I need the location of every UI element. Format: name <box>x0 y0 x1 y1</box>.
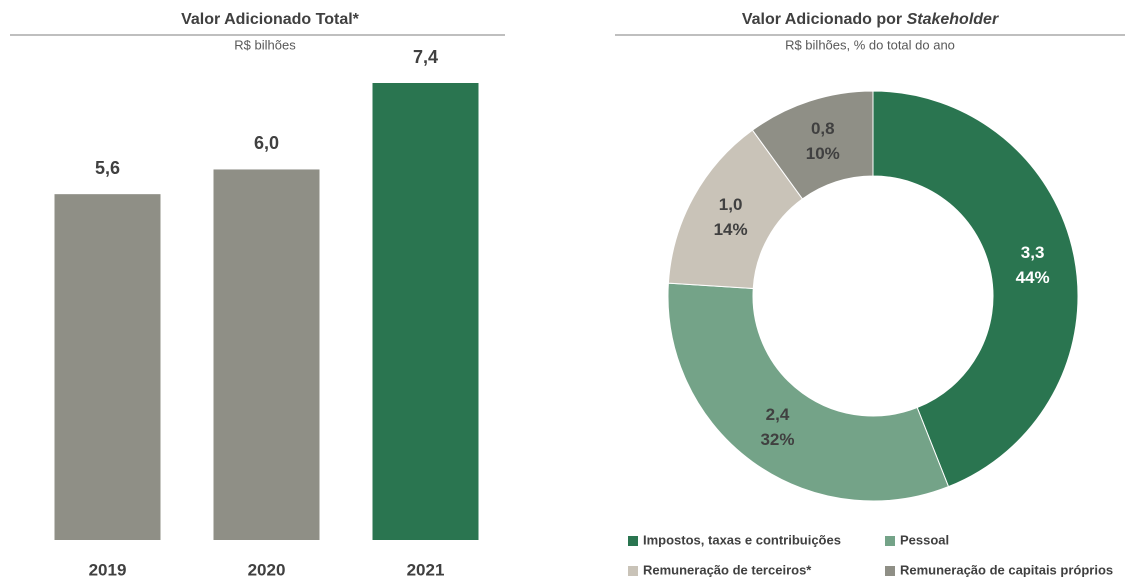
pie-title-part: Stakeholder <box>907 11 999 28</box>
slice <box>751 90 874 200</box>
percent-label: 14% <box>714 220 748 239</box>
pie-subtitle: R$ bilhões, % do total do ano <box>785 37 955 52</box>
amount-label: 0,8 <box>811 119 835 138</box>
percent-label: 10% <box>806 144 840 163</box>
amount-label: 2,4 <box>766 405 790 424</box>
percent-label: 44% <box>1016 268 1050 287</box>
legend-label: Impostos, taxas e contribuições <box>643 532 841 547</box>
legend-label: Remuneração de terceiros* <box>643 562 812 577</box>
slice <box>667 282 950 502</box>
bar <box>372 83 479 540</box>
slice <box>872 90 1079 488</box>
legend-label: Pessoal <box>900 532 949 547</box>
legend-swatch <box>885 536 895 546</box>
pie-title: Valor Adicionado por Stakeholder <box>742 11 999 28</box>
bar-title: Valor Adicionado Total* <box>181 11 360 28</box>
percent-label: 32% <box>760 430 794 449</box>
pie-title-part: Valor Adicionado por <box>742 11 902 28</box>
category-label: 2019 <box>89 560 127 579</box>
legend-swatch <box>628 536 638 546</box>
legend-label: Remuneração de capitais próprios <box>900 562 1113 577</box>
bar <box>213 169 320 540</box>
value-label: 5,6 <box>95 158 120 178</box>
category-label: 2021 <box>407 560 445 579</box>
category-label: 2020 <box>248 560 286 579</box>
bar <box>54 194 161 540</box>
legend-swatch <box>885 566 895 576</box>
amount-label: 1,0 <box>719 195 743 214</box>
legend-swatch <box>628 566 638 576</box>
value-label: 6,0 <box>254 133 279 153</box>
value-label: 7,4 <box>413 47 438 67</box>
bar-subtitle: R$ bilhões <box>234 37 296 52</box>
amount-label: 3,3 <box>1021 243 1045 262</box>
